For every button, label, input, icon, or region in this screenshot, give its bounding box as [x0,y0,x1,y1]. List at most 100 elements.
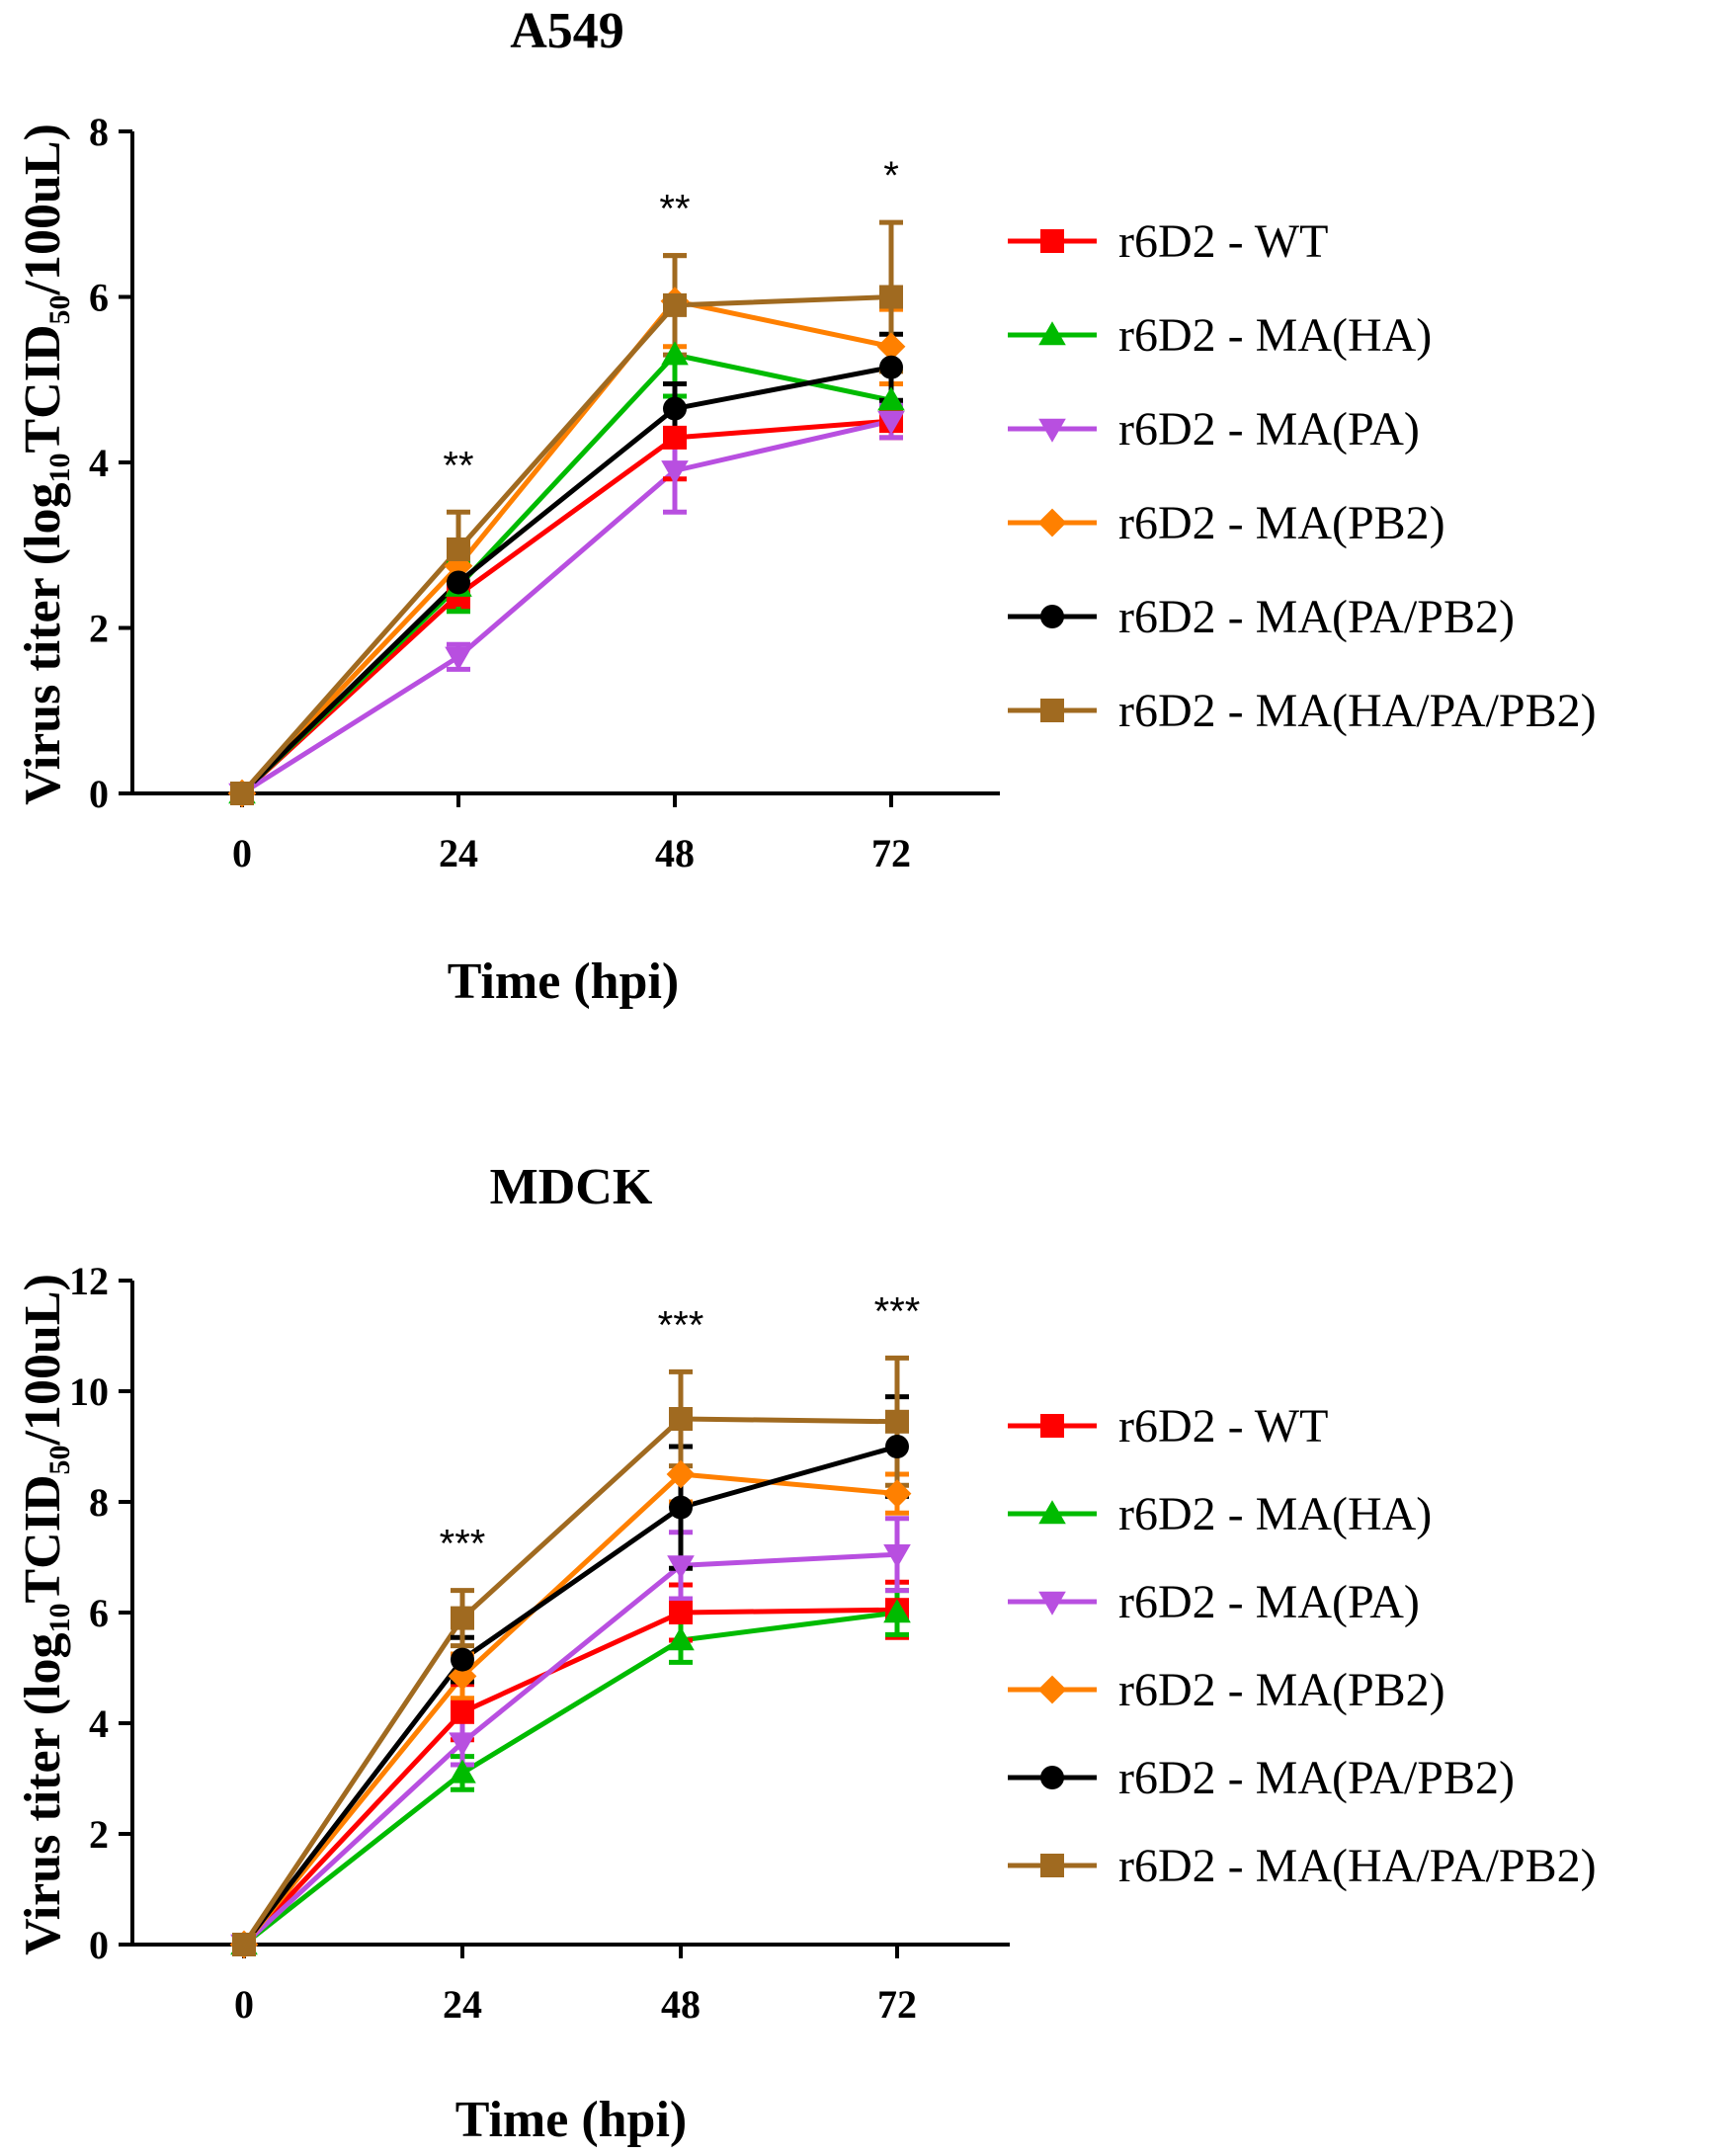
data-point-r6d2-ma-ha [883,1599,911,1623]
y-tick-label: 8 [89,1480,109,1525]
y-axis-title: Virus titer (log10TCID50/100uL) [15,124,76,805]
legend-item-r6d2-ma-ha: r6D2 - MA(HA) [1008,1488,1432,1540]
data-point-r6d2-wt [451,1700,474,1724]
data-point-r6d2-ma-pa [877,410,905,435]
legend-label: r6D2 - MA(PB2) [1118,497,1445,549]
y-tick-label: 10 [69,1369,109,1414]
data-point-r6d2-ma-ha-pa-pb2 [230,782,254,805]
y-tick-label: 12 [69,1259,109,1303]
series-line-r6d2-wt [242,1607,898,1947]
legend-label: r6D2 - MA(PA) [1118,1576,1420,1628]
significance-label: *** [658,1303,704,1347]
data-point-r6d2-ma-pa-pb2 [885,1435,909,1458]
legend-item-r6d2-ma-pa: r6D2 - MA(PA) [1008,1576,1420,1628]
legend-swatch-marker [1040,1414,1064,1438]
legend-swatch-marker [1040,1854,1064,1877]
data-point-r6d2-ma-pb2 [876,332,906,362]
legend-item-r6d2-ma-pb2: r6D2 - MA(PB2) [1008,1664,1445,1716]
y-tick-label: 4 [89,1701,109,1746]
legend-label: r6D2 - MA(HA) [1118,309,1432,362]
data-point-r6d2-ma-pa [667,1555,695,1580]
data-point-r6d2-ma-pb2 [666,1459,696,1489]
legend-swatch-marker [1038,1591,1066,1616]
y-tick-label: 0 [89,772,109,816]
series-line-r6d2-ma-pb2 [242,1471,898,1947]
x-tick-label: 0 [232,831,252,875]
data-point-r6d2-wt [663,425,687,450]
data-point-r6d2-ma-ha-pa-pb2 [232,1933,256,1956]
data-point-r6d2-ma-pa-pb2 [879,355,903,379]
data-point-r6d2-ma-ha [877,386,905,411]
series-line-r6d2-ma-pa-pb2 [240,365,892,795]
data-point-r6d2-ma-ha-pa-pb2 [879,285,903,309]
data-point-r6d2-ma-ha [667,1626,695,1651]
series-line-r6d2-ma-pa [242,1551,898,1947]
legend-item-r6d2-ma-ha: r6D2 - MA(HA) [1008,309,1432,362]
significance-label: *** [874,1289,921,1333]
legend-label: r6D2 - MA(PA/PB2) [1118,1752,1515,1804]
series-line-r6d2-wt [240,418,892,795]
legend-swatch-marker [1040,1766,1064,1789]
legend-label: r6D2 - MA(PA) [1118,403,1420,456]
data-point-r6d2-ma-pa-pb2 [663,396,687,421]
legend-label: r6D2 - WT [1118,215,1328,268]
legend-item-r6d2-wt: r6D2 - WT [1008,215,1328,268]
x-tick-label: 72 [871,831,911,875]
legend-label: r6D2 - WT [1118,1400,1328,1452]
legend-label: r6D2 - MA(PB2) [1118,1664,1445,1716]
data-point-r6d2-ma-pa-pb2 [447,570,470,595]
y-tick-label: 6 [89,1591,109,1635]
legend-item-r6d2-ma-pb2: r6D2 - MA(PB2) [1008,497,1445,549]
legend-swatch-marker [1040,699,1064,722]
data-point-r6d2-ma-pa [445,646,472,671]
y-tick-label: 2 [89,607,109,651]
data-point-r6d2-wt [669,1601,693,1624]
legend-swatch-marker [1038,321,1066,346]
data-point-r6d2-ma-pa-pb2 [669,1495,693,1520]
y-tick-label: 6 [89,276,109,320]
legend-item-r6d2-ma-pa-pb2: r6D2 - MA(PA/PB2) [1008,1752,1515,1804]
chart-title: A549 [510,3,624,59]
data-point-r6d2-ma-pb2 [444,551,473,581]
series-line-r6d2-ma-pa [240,418,892,796]
legend-item-r6d2-ma-pa: r6D2 - MA(PA) [1008,403,1420,456]
y-axis-title: Virus titer (log10TCID50/100uL) [15,1274,76,1955]
legend-item-r6d2-wt: r6D2 - WT [1008,1400,1328,1452]
data-point-r6d2-ma-pa [661,460,689,485]
y-tick-label: 0 [89,1923,109,1967]
y-tick-label: 4 [89,441,109,485]
x-tick-label: 72 [877,1982,917,2027]
y-tick-label: 2 [89,1812,109,1857]
series-line-r6d2-ma-pa-pb2 [242,1444,898,1947]
data-point-r6d2-ma-pa-pb2 [451,1647,474,1672]
legend-item-r6d2-ma-ha-pa-pb2: r6D2 - MA(HA/PA/PB2) [1008,1840,1597,1892]
x-tick-label: 0 [234,1982,254,2027]
legend: r6D2 - WT r6D2 - MA(HA) r6D2 - MA(PA) r6D2 … [1008,215,1597,737]
series-line-r6d2-ma-ha-pa-pb2 [240,294,892,795]
legend-swatch-marker [1040,605,1064,628]
x-tick-label: 48 [655,831,695,875]
significance-label: ** [443,444,473,487]
series-line-r6d2-ma-ha [240,352,892,795]
x-axis-title: Time (hpi) [455,2092,688,2148]
series-line-r6d2-ma-pb2 [240,298,892,795]
data-point-r6d2-ma-ha-pa-pb2 [663,292,687,317]
legend-item-r6d2-ma-pa-pb2: r6D2 - MA(PA/PB2) [1008,591,1515,643]
legend-swatch-marker [1037,508,1067,538]
x-tick-label: 24 [443,1982,482,2027]
data-point-r6d2-ma-pa [449,1732,476,1757]
data-point-r6d2-ma-ha-pa-pb2 [447,537,470,561]
series-line-r6d2-ma-ha [242,1610,898,1947]
data-point-r6d2-ma-ha [449,1759,476,1783]
significance-label: ** [659,188,690,231]
chart-title: MDCK [490,1159,653,1215]
series-line-r6d2-ma-ha-pa-pb2 [241,1416,898,1947]
x-tick-label: 24 [439,831,478,875]
chart-panel-a549: A549 Time (hpi) Virus titer (log10TCID50… [15,3,1597,1010]
data-point-r6d2-ma-ha-pa-pb2 [451,1606,474,1630]
data-point-r6d2-ma-ha-pa-pb2 [885,1409,909,1434]
legend-swatch-marker [1038,418,1066,443]
